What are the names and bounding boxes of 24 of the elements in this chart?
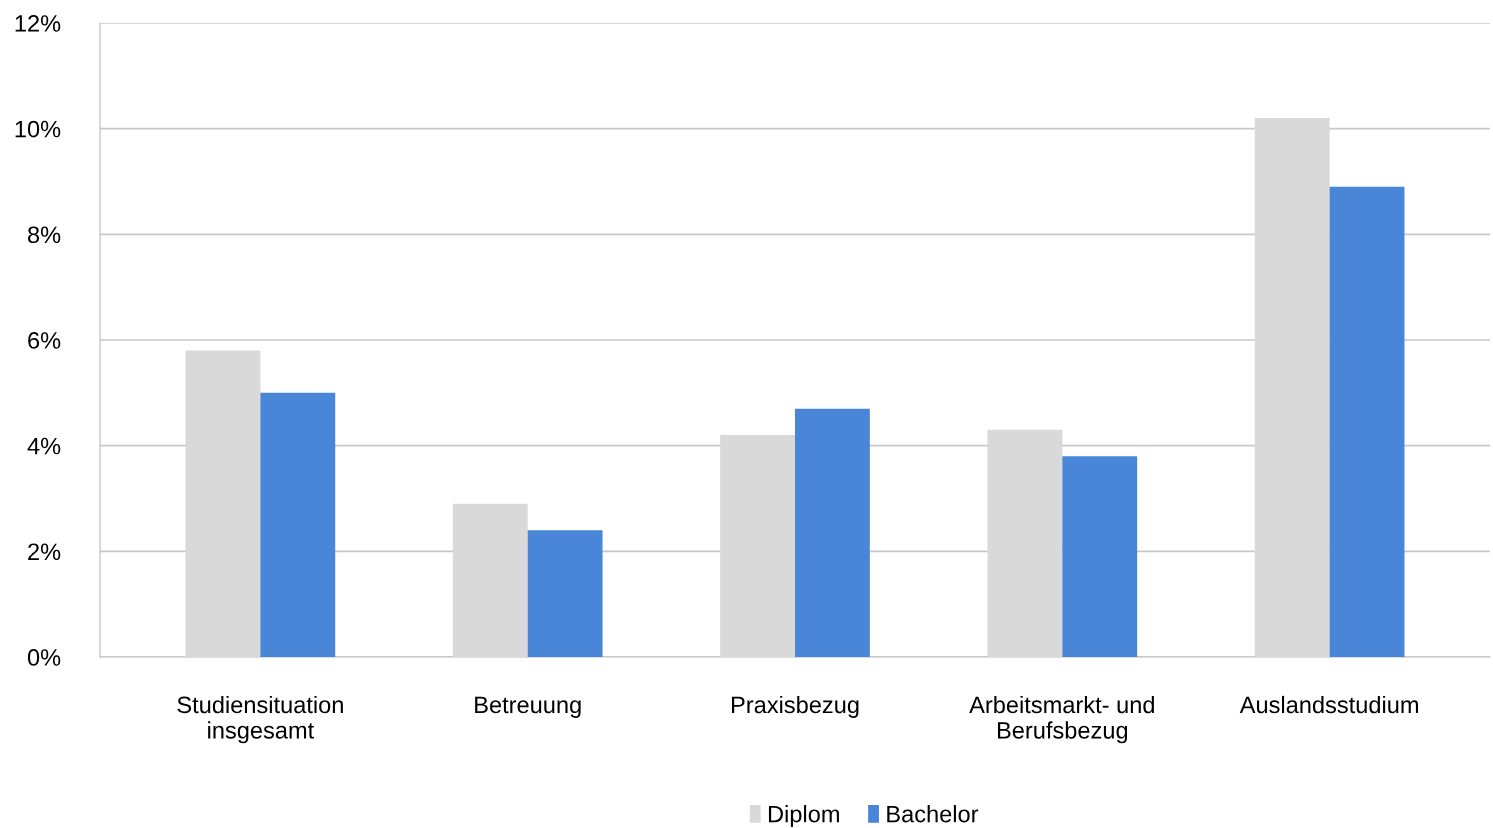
bar — [1254, 118, 1330, 657]
y-tick-label: 2% — [28, 543, 61, 561]
x-tick-label: Arbeitsmarkt- und Berufsbezug — [969, 695, 1154, 744]
x-tick-label: Praxisbezug — [731, 695, 859, 718]
bar — [1329, 186, 1405, 657]
bar — [795, 408, 870, 657]
bar — [260, 392, 336, 657]
x-tick-label: Betreuung — [475, 696, 581, 718]
bar — [1062, 456, 1138, 657]
bar — [185, 350, 261, 657]
legend-label: Bachelor — [887, 805, 979, 823]
y-tick-label: 4% — [27, 437, 61, 455]
bar — [987, 429, 1063, 657]
y-tick-label: 12% — [15, 15, 61, 32]
x-tick-label: Auslandsstudium — [1239, 695, 1418, 714]
bar — [452, 503, 528, 657]
bar — [527, 530, 603, 657]
y-tick-label: 0% — [27, 649, 61, 666]
x-tick-label: Studiensituation insgesamt — [177, 695, 343, 744]
legend-label: Diplom — [768, 805, 839, 828]
y-tick-label: 6% — [28, 332, 61, 349]
y-tick-label: 10% — [15, 120, 61, 138]
y-tick-label: 8% — [28, 226, 61, 244]
bar — [720, 435, 796, 657]
